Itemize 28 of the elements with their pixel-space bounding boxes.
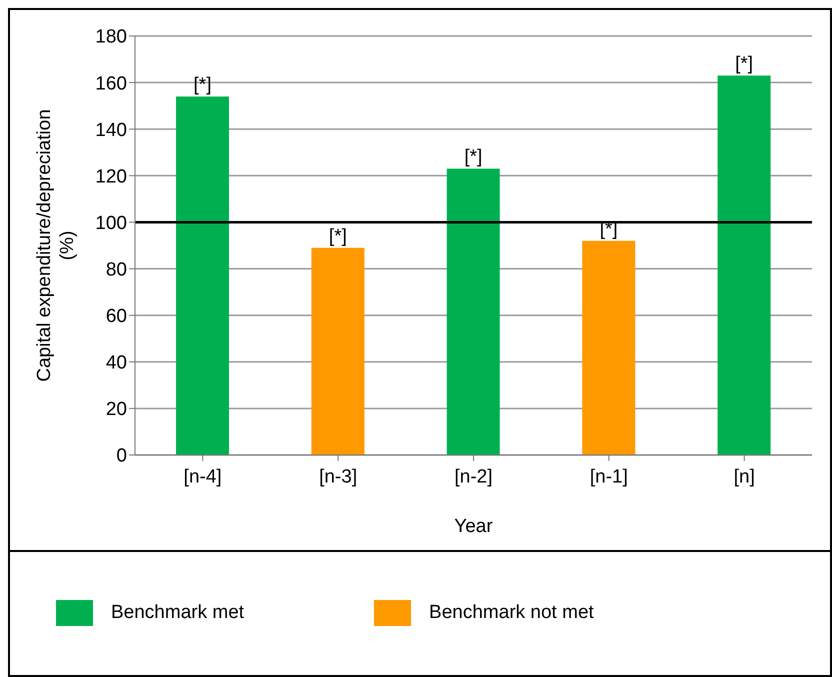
x-tick-label: [n-1] [590,466,628,488]
bar [582,240,636,455]
bar [446,168,500,455]
y-tick-label: 40 [106,352,127,374]
y-tick-label: 20 [106,399,127,420]
y-tick-label: 80 [106,260,127,281]
x-tick-label: [n-3] [319,466,358,488]
y-tick-label: 0 [116,446,127,467]
bar [718,76,771,455]
legend-label: Benchmark not met [429,602,594,624]
bar [176,96,229,455]
y-tick-label: 160 [95,73,127,94]
x-tick-label: [n-2] [454,466,493,488]
x-tick-label: [n] [734,466,755,488]
y-tick-label: 140 [95,120,127,141]
bar [311,248,364,455]
data-label: [*] [735,54,754,75]
x-axis-title: Year [454,516,494,537]
y-axis-title: Capital expenditure/depreciation (%) [34,109,78,382]
y-tick-label: 60 [106,306,127,328]
data-label: [*] [328,226,347,247]
y-tick-label: 120 [95,166,127,188]
y-tick-label: 100 [95,212,127,234]
x-tick-label: [n-4] [184,466,222,488]
data-label: [*] [194,74,212,96]
data-label: [*] [464,146,482,168]
legend-label: Benchmark met [111,602,244,624]
y-tick-label: 180 [95,26,127,48]
